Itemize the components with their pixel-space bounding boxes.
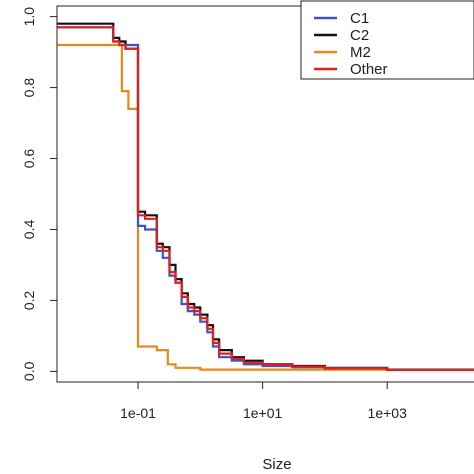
y-tick-label: 0.6	[21, 149, 37, 169]
y-tick-label: 0.0	[21, 361, 37, 381]
y-tick-label: 0.2	[21, 290, 37, 310]
plot-frame	[56, 5, 474, 383]
y-axis: 0.0 0.2 0.4 0.6 0.8 1.0	[21, 7, 57, 381]
legend-label-other: Other	[350, 61, 388, 78]
x-axis-label: Size	[262, 456, 291, 473]
y-tick-label: 1.0	[21, 7, 37, 27]
x-tick-label: 1e-01	[120, 405, 156, 421]
series-line-m2	[57, 43, 474, 371]
legend-label-c1: C1	[350, 10, 369, 27]
x-tick-label: 1e+01	[243, 405, 283, 421]
legend-label-c2: C2	[350, 27, 369, 44]
series-line-other	[57, 26, 474, 371]
legend-label-m2: M2	[350, 44, 371, 61]
legend-box	[300, 0, 474, 80]
x-tick-label: 1e+03	[368, 405, 408, 421]
y-tick-label: 0.4	[21, 220, 37, 240]
y-tick-label: 0.8	[21, 78, 37, 98]
series-layer	[57, 22, 474, 371]
x-axis: 1e-01 1e+01 1e+03	[120, 382, 407, 421]
